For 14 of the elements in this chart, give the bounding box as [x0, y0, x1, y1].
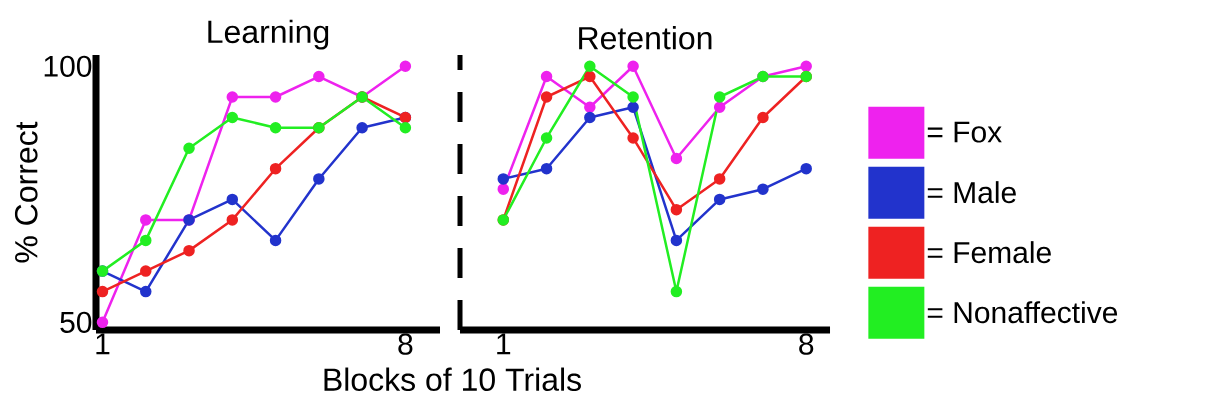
- y-tick-label: 100: [44, 55, 92, 77]
- chart-title: Learning: [208, 19, 329, 50]
- chart-title: Retention: [579, 26, 712, 50]
- x-tick-label: 1: [497, 333, 511, 355]
- y-tick-label: 50: [60, 311, 92, 333]
- x-tick-label: 1: [96, 333, 110, 355]
- x-tick-label: 8: [799, 333, 814, 355]
- x-axis-title: Blocks of 10 Trials: [324, 367, 581, 392]
- legend-label: = Fox: [927, 121, 1002, 143]
- y-axis-title: % Correct: [14, 121, 38, 263]
- legend-label: = Male: [927, 181, 1016, 204]
- legend-label: = Female: [927, 241, 1051, 264]
- legend-label: = Nonaffective: [927, 301, 1118, 324]
- x-tick-label: 8: [398, 333, 413, 355]
